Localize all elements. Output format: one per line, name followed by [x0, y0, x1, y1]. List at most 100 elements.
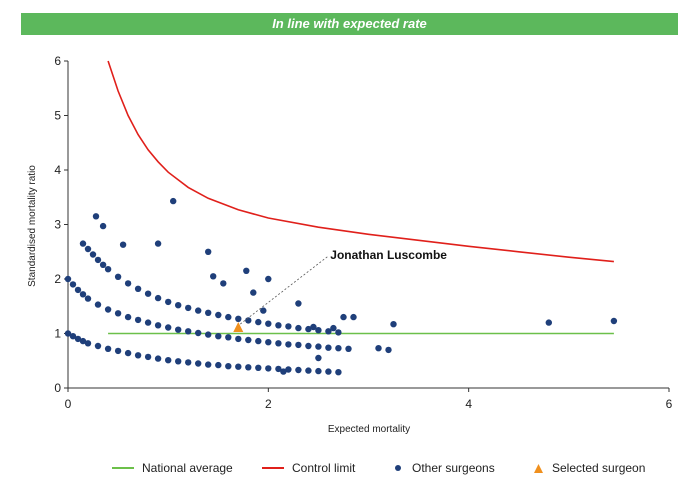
surgeon-point[interactable] [305, 325, 312, 333]
surgeon-point[interactable] [114, 310, 122, 317]
surgeon-point[interactable] [275, 322, 282, 329]
surgeon-point[interactable] [215, 311, 222, 319]
surgeon-point[interactable] [340, 313, 347, 321]
surgeon-point[interactable] [144, 353, 152, 361]
surgeon-point[interactable] [215, 361, 222, 369]
surgeon-point[interactable] [89, 251, 97, 258]
surgeon-point[interactable] [315, 327, 322, 334]
surgeon-point[interactable] [94, 301, 102, 308]
surgeon-point[interactable] [114, 347, 122, 355]
surgeon-point[interactable] [295, 366, 302, 374]
surgeon-point[interactable] [255, 364, 262, 371]
surgeon-point[interactable] [154, 355, 162, 362]
surgeon-point[interactable] [265, 339, 272, 346]
surgeon-point[interactable] [154, 322, 162, 329]
selected-surgeon-marker[interactable] [233, 322, 244, 333]
surgeon-point[interactable] [325, 344, 332, 351]
surgeon-point[interactable] [195, 329, 202, 337]
surgeon-point[interactable] [335, 329, 342, 336]
surgeon-point[interactable] [295, 324, 302, 332]
surgeon-point[interactable] [74, 286, 82, 294]
surgeon-point[interactable] [124, 349, 132, 357]
surgeon-point[interactable] [245, 364, 252, 371]
surgeon-point[interactable] [385, 346, 392, 354]
surgeon-point[interactable] [170, 197, 177, 205]
surgeon-point[interactable] [84, 295, 92, 302]
surgeon-point[interactable] [265, 365, 272, 372]
surgeon-point[interactable] [185, 304, 192, 312]
surgeon-point[interactable] [335, 345, 342, 352]
surgeon-point[interactable] [79, 337, 87, 345]
surgeon-point[interactable] [165, 298, 172, 306]
surgeon-point[interactable] [210, 273, 217, 280]
surgeon-point[interactable] [84, 245, 92, 253]
surgeon-point[interactable] [205, 248, 212, 255]
surgeon-point[interactable] [119, 241, 127, 248]
surgeon-point[interactable] [275, 340, 282, 347]
surgeon-point[interactable] [114, 273, 122, 280]
surgeon-point[interactable] [345, 345, 352, 352]
surgeon-point[interactable] [265, 275, 272, 283]
surgeon-point[interactable] [79, 291, 87, 298]
surgeon-point[interactable] [305, 342, 312, 350]
surgeon-point[interactable] [225, 363, 232, 370]
surgeon-point[interactable] [79, 240, 87, 247]
surgeon-point[interactable] [124, 280, 132, 287]
surgeon-point[interactable] [305, 367, 312, 374]
surgeon-point[interactable] [99, 222, 107, 230]
surgeon-point[interactable] [104, 266, 112, 273]
surgeon-point[interactable] [185, 328, 192, 335]
surgeon-point[interactable] [285, 323, 292, 330]
surgeon-point[interactable] [255, 318, 262, 326]
surgeon-point[interactable] [205, 361, 212, 368]
surgeon-point[interactable] [175, 302, 182, 309]
surgeon-point[interactable] [350, 313, 357, 321]
surgeon-point[interactable] [165, 357, 172, 364]
surgeon-point[interactable] [255, 337, 262, 345]
surgeon-point[interactable] [165, 324, 172, 331]
surgeon-point[interactable] [295, 341, 302, 349]
surgeon-point[interactable] [92, 213, 100, 220]
surgeon-point[interactable] [220, 280, 227, 287]
surgeon-point[interactable] [74, 335, 82, 343]
surgeon-point[interactable] [215, 333, 222, 340]
surgeon-point[interactable] [195, 307, 202, 314]
surgeon-point[interactable] [64, 330, 72, 337]
surgeon-point[interactable] [250, 289, 257, 296]
surgeon-point[interactable] [285, 366, 292, 373]
surgeon-point[interactable] [325, 368, 332, 375]
surgeon-point[interactable] [175, 358, 182, 365]
surgeon-point[interactable] [335, 369, 342, 376]
surgeon-point[interactable] [375, 345, 382, 352]
surgeon-point[interactable] [124, 313, 132, 321]
surgeon-point[interactable] [104, 306, 112, 313]
surgeon-point[interactable] [235, 363, 242, 370]
surgeon-point[interactable] [94, 342, 102, 350]
surgeon-point[interactable] [154, 240, 162, 247]
surgeon-point[interactable] [185, 359, 192, 366]
surgeon-point[interactable] [154, 294, 162, 302]
surgeon-point[interactable] [610, 317, 618, 325]
surgeon-point[interactable] [545, 319, 552, 326]
surgeon-point[interactable] [330, 324, 337, 332]
surgeon-point[interactable] [245, 336, 252, 344]
surgeon-point[interactable] [315, 343, 322, 350]
surgeon-point[interactable] [134, 352, 142, 359]
surgeon-point[interactable] [195, 360, 202, 367]
surgeon-point[interactable] [390, 321, 397, 328]
surgeon-point[interactable] [144, 319, 152, 326]
surgeon-point[interactable] [225, 334, 232, 341]
surgeon-point[interactable] [295, 300, 302, 307]
surgeon-point[interactable] [225, 313, 232, 321]
surgeon-point[interactable] [235, 335, 242, 343]
surgeon-point[interactable] [205, 309, 212, 316]
surgeon-point[interactable] [94, 256, 102, 264]
surgeon-point[interactable] [285, 341, 292, 348]
surgeon-point[interactable] [280, 368, 287, 375]
surgeon-point[interactable] [175, 326, 182, 333]
surgeon-point[interactable] [243, 267, 250, 274]
surgeon-point[interactable] [69, 333, 77, 340]
surgeon-point[interactable] [84, 340, 92, 347]
surgeon-point[interactable] [144, 290, 152, 297]
surgeon-point[interactable] [310, 323, 317, 331]
